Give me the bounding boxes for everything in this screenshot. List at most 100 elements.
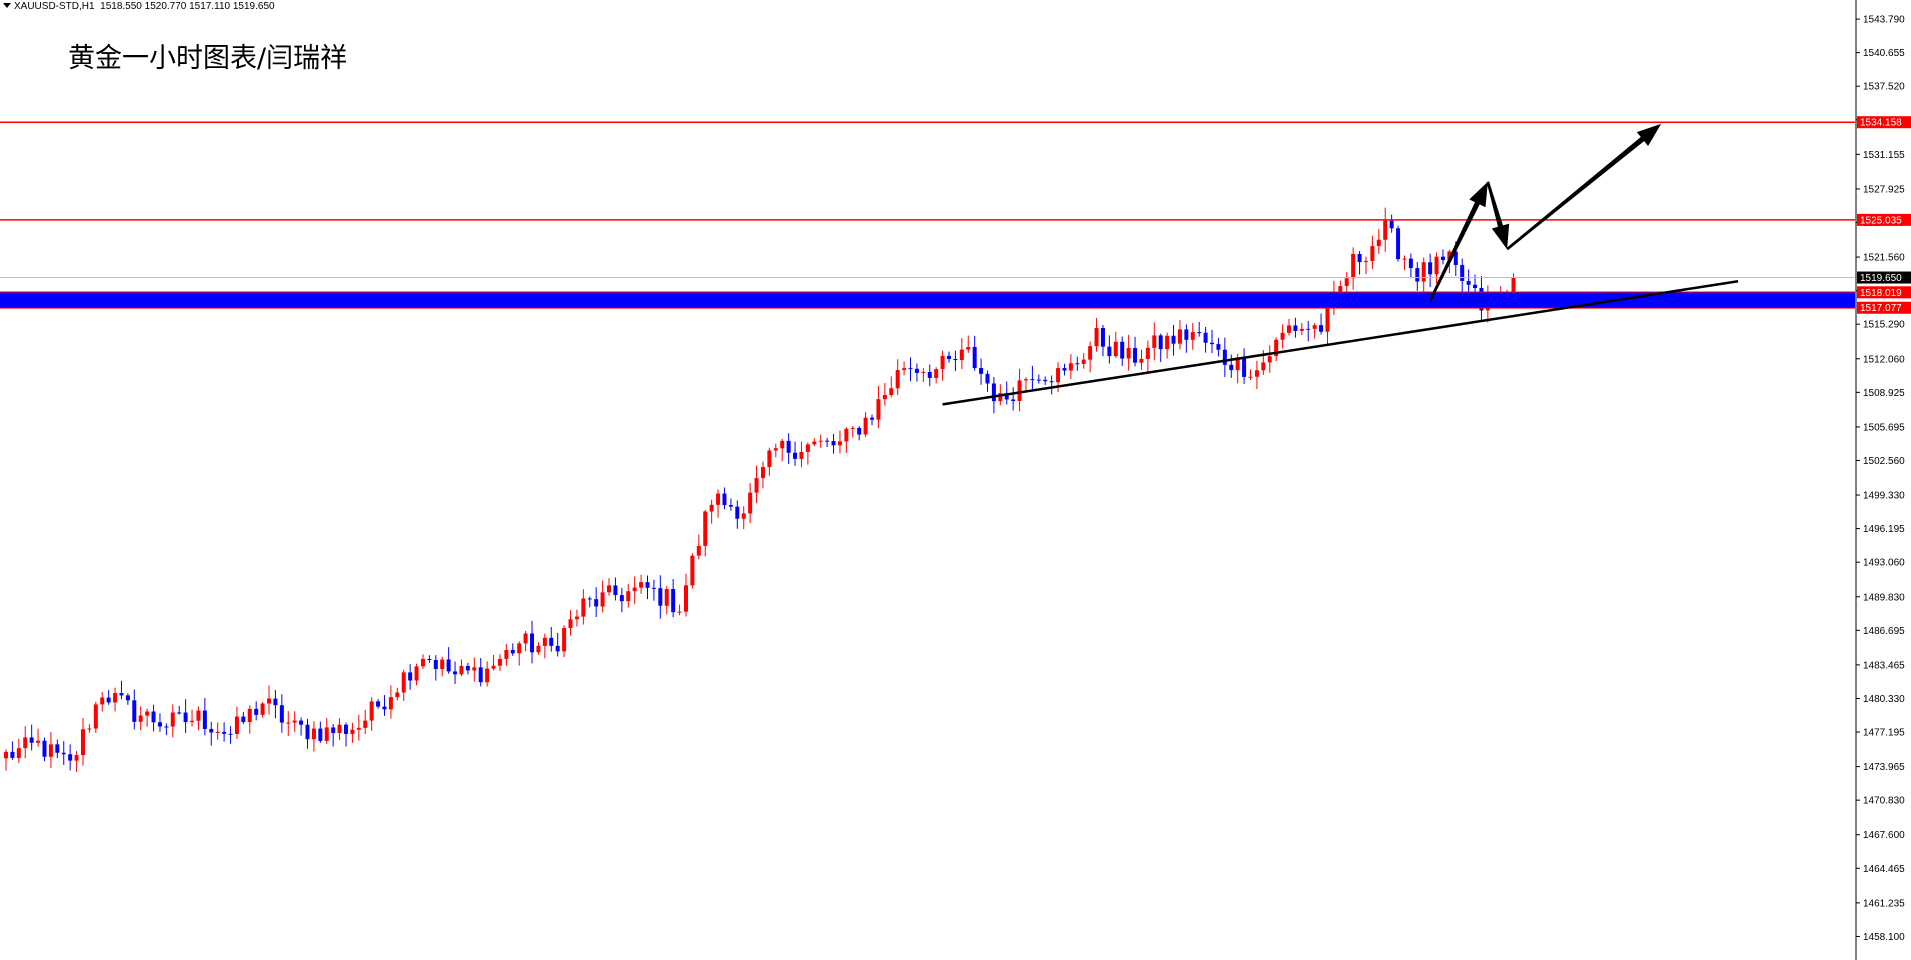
candle-bull bbox=[350, 729, 355, 734]
candle-bear bbox=[555, 645, 560, 652]
candle-bear bbox=[1158, 335, 1163, 350]
candle-bull bbox=[234, 716, 239, 735]
candle-bull bbox=[1267, 356, 1272, 363]
candle-bull bbox=[48, 744, 53, 757]
candle-bear bbox=[1171, 335, 1176, 344]
candle-bull bbox=[1068, 363, 1073, 371]
candle-bull bbox=[1363, 260, 1368, 263]
candle-bear bbox=[465, 665, 470, 671]
candle-bear bbox=[1466, 280, 1471, 285]
candle-bear bbox=[202, 710, 207, 729]
candle-bull bbox=[600, 592, 605, 607]
candle-bull bbox=[1351, 253, 1356, 279]
candle-bull bbox=[523, 633, 528, 644]
candle-bull bbox=[709, 504, 714, 512]
candle-bear bbox=[991, 383, 996, 402]
candle-bull bbox=[504, 649, 509, 659]
candle-bear bbox=[376, 701, 381, 707]
candle-bull bbox=[369, 701, 374, 721]
candle-bull bbox=[568, 619, 573, 629]
candle-bull bbox=[773, 448, 778, 451]
candle-bear bbox=[61, 752, 66, 755]
candle-bull bbox=[170, 712, 175, 727]
candle-bear bbox=[549, 637, 554, 646]
candle-bear bbox=[613, 585, 618, 596]
resistance-1-label: 1525.035 bbox=[1860, 215, 1902, 226]
support-lower-label: 1517.077 bbox=[1860, 303, 1902, 314]
y-tick-label: 1477.195 bbox=[1863, 728, 1905, 739]
candle-bull bbox=[818, 440, 823, 442]
candle-bear bbox=[1100, 328, 1105, 347]
candle-bull bbox=[683, 585, 688, 612]
candle-bear bbox=[1415, 268, 1420, 282]
candle-bull bbox=[23, 737, 28, 749]
candle-bear bbox=[318, 728, 323, 741]
candle-bear bbox=[1203, 332, 1208, 343]
candle-bear bbox=[651, 587, 656, 589]
y-tick-label: 1493.060 bbox=[1863, 558, 1905, 569]
candle-bear bbox=[1062, 368, 1067, 371]
candle-bear bbox=[1049, 381, 1054, 383]
candle-bull bbox=[395, 692, 400, 698]
candle-bull bbox=[1177, 329, 1182, 344]
candle-bull bbox=[286, 722, 291, 724]
candle-bull bbox=[440, 659, 445, 670]
candle-bull bbox=[581, 598, 586, 617]
candle-bear bbox=[825, 440, 830, 442]
candle-bear bbox=[1473, 284, 1478, 289]
y-tick-label: 1540.655 bbox=[1863, 48, 1905, 59]
candle-bull bbox=[113, 693, 118, 703]
candle-bull bbox=[260, 703, 265, 715]
candle-bear bbox=[478, 667, 483, 683]
candle-bear bbox=[1216, 344, 1221, 350]
candle-bull bbox=[517, 643, 522, 654]
candle-bear bbox=[228, 733, 233, 735]
candle-bull bbox=[1299, 328, 1304, 331]
candle-bear bbox=[132, 700, 137, 722]
candle-bull bbox=[677, 611, 682, 613]
candle-bull bbox=[703, 511, 708, 546]
candle-bull bbox=[1145, 347, 1150, 359]
current-price-label: 1519.650 bbox=[1860, 273, 1902, 284]
candle-bull bbox=[100, 697, 105, 705]
candle-bear bbox=[1229, 364, 1234, 371]
candle-bear bbox=[870, 417, 875, 420]
candle-bull bbox=[1023, 379, 1028, 381]
candle-bull bbox=[93, 704, 98, 729]
candle-bull bbox=[420, 658, 425, 667]
y-tick-label: 1489.830 bbox=[1863, 592, 1905, 603]
support-upper-label-box bbox=[1857, 286, 1911, 299]
candle-bull bbox=[1017, 380, 1022, 401]
candle-bear bbox=[793, 452, 798, 459]
support-upper-label: 1518.019 bbox=[1860, 288, 1902, 299]
candle-bull bbox=[356, 727, 361, 730]
candle-bull bbox=[145, 711, 150, 716]
candle-bull bbox=[1511, 277, 1516, 292]
candle-bear bbox=[1210, 342, 1215, 345]
y-tick-label: 1464.465 bbox=[1863, 864, 1905, 875]
candle-bear bbox=[305, 724, 310, 740]
candle-bear bbox=[722, 493, 727, 506]
candle-bear bbox=[164, 726, 169, 728]
candle-bull bbox=[485, 668, 490, 683]
candle-bull bbox=[1325, 304, 1330, 332]
candle-bull bbox=[497, 658, 502, 666]
candle-bull bbox=[1248, 376, 1253, 378]
dropdown-triangle-icon[interactable] bbox=[3, 3, 11, 8]
candle-bear bbox=[1043, 379, 1048, 382]
candle-bull bbox=[1139, 358, 1144, 363]
candle-bear bbox=[1440, 256, 1445, 261]
candle-bear bbox=[125, 695, 130, 701]
candle-bull bbox=[741, 513, 746, 519]
candle-bear bbox=[908, 368, 913, 370]
candle-bull bbox=[1261, 362, 1266, 371]
candle-bull bbox=[895, 370, 900, 389]
candle-bull bbox=[799, 451, 804, 459]
y-tick-label: 1483.465 bbox=[1863, 660, 1905, 671]
candle-bull bbox=[472, 667, 477, 671]
candle-bear bbox=[1120, 341, 1125, 359]
candle-bear bbox=[1222, 349, 1227, 365]
candle-bull bbox=[767, 450, 772, 468]
